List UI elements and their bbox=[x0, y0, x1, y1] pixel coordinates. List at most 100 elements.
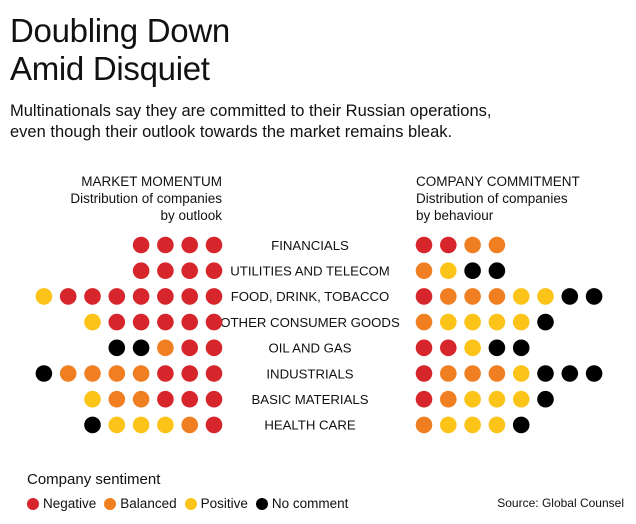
legend-item-negative: Negative bbox=[27, 496, 96, 511]
market-momentum-title: MARKET MOMENTUM bbox=[81, 174, 222, 189]
market-momentum-dot-negative bbox=[157, 262, 174, 280]
market-momentum-dot-negative bbox=[108, 288, 126, 305]
company-commitment-dot-positive bbox=[488, 416, 506, 434]
company-commitment-dot-positive bbox=[488, 390, 506, 408]
company-commitment-dot-balanced bbox=[464, 236, 481, 254]
company-commitment-dot-no-comment bbox=[512, 416, 530, 434]
category-label-oil-and-gas: OIL AND GAS bbox=[268, 341, 351, 356]
market-momentum-dot-negative bbox=[205, 339, 223, 357]
market-momentum-dot-negative bbox=[205, 288, 223, 305]
market-momentum-dot-negative bbox=[181, 339, 198, 357]
market-momentum-dot-positive bbox=[84, 390, 101, 408]
market-momentum-dot-negative bbox=[205, 390, 223, 408]
company-commitment-dot-no-comment bbox=[488, 262, 506, 280]
market-momentum-dot-negative bbox=[181, 390, 198, 408]
company-commitment-dot-negative bbox=[415, 390, 433, 408]
market-momentum-dot-negative bbox=[132, 313, 150, 331]
company-commitment-dot-positive bbox=[440, 262, 457, 280]
company-commitment-dot-no-comment bbox=[464, 262, 481, 280]
company-commitment-dot-positive bbox=[512, 365, 530, 382]
category-label-financials: FINANCIALS bbox=[271, 238, 349, 253]
market-momentum-dot-balanced bbox=[84, 365, 101, 382]
category-label-food-drink-tobacco: FOOD, DRINK, TOBACCO bbox=[231, 289, 390, 304]
market-momentum-dot-negative bbox=[205, 313, 223, 331]
company-commitment-dot-no-comment bbox=[561, 365, 579, 382]
market-momentum-dot-negative bbox=[181, 313, 198, 331]
company-commitment-dot-no-comment bbox=[537, 365, 554, 382]
legend-dot-negative bbox=[27, 497, 39, 510]
company-commitment-dot-negative bbox=[415, 339, 433, 357]
market-momentum-dot-no-comment bbox=[84, 416, 101, 434]
company-commitment-dot-positive bbox=[512, 313, 530, 331]
legend-item-balanced: Balanced bbox=[104, 496, 177, 511]
market-momentum-dot-negative bbox=[157, 365, 174, 382]
market-momentum-dot-balanced bbox=[108, 390, 126, 408]
category-label-industrials: INDUSTRIALS bbox=[266, 366, 353, 381]
company-commitment-dot-positive bbox=[464, 313, 481, 331]
category-label-other-consumer-goods: OTHER CONSUMER GOODS bbox=[220, 315, 400, 330]
market-momentum-dot-positive bbox=[157, 416, 174, 434]
market-momentum-dot-balanced bbox=[157, 339, 174, 357]
company-commitment-dot-positive bbox=[464, 390, 481, 408]
legend-title: Company sentiment bbox=[27, 471, 161, 488]
market-momentum-dot-balanced bbox=[59, 365, 77, 382]
company-commitment-desc-2: by behaviour bbox=[416, 208, 494, 223]
market-momentum-dot-positive bbox=[35, 288, 53, 305]
market-momentum-dot-negative bbox=[181, 365, 198, 382]
chart-title: Doubling Down Amid Disquiet bbox=[10, 12, 230, 88]
chart-subtitle: Multinationals say they are committed to… bbox=[10, 101, 630, 143]
market-momentum-dot-negative bbox=[132, 262, 150, 280]
legend: Negative Balanced Positive No comment bbox=[27, 496, 356, 511]
subtitle-line-1: Multinationals say they are committed to… bbox=[10, 102, 492, 120]
company-commitment-dot-no-comment bbox=[585, 288, 603, 305]
market-momentum-dot-negative bbox=[205, 262, 223, 280]
company-commitment-dot-balanced bbox=[440, 390, 457, 408]
legend-dot-no-comment bbox=[255, 497, 268, 510]
market-momentum-dot-negative bbox=[108, 313, 126, 331]
market-momentum-header: MARKET MOMENTUM Distribution of companie… bbox=[70, 173, 222, 224]
company-commitment-dot-negative bbox=[415, 365, 433, 382]
market-momentum-dot-no-comment bbox=[108, 339, 126, 357]
company-commitment-header: COMPANY COMMITMENT Distribution of compa… bbox=[416, 173, 580, 224]
market-momentum-dot-negative bbox=[157, 390, 174, 408]
company-commitment-dot-positive bbox=[512, 288, 530, 305]
legend-label-positive: Positive bbox=[200, 496, 248, 511]
company-commitment-dot-balanced bbox=[488, 365, 506, 382]
company-commitment-dot-balanced bbox=[440, 365, 457, 382]
title-line-2: Amid Disquiet bbox=[10, 50, 210, 87]
market-momentum-dot-no-comment bbox=[35, 365, 53, 382]
market-momentum-dot-negative bbox=[157, 313, 174, 331]
company-commitment-desc-1: Distribution of companies bbox=[416, 191, 568, 206]
market-momentum-dot-negative bbox=[205, 416, 223, 434]
subtitle-line-2: even though their outlook towards the ma… bbox=[10, 123, 453, 141]
company-commitment-dot-balanced bbox=[488, 236, 506, 254]
legend-label-balanced: Balanced bbox=[120, 496, 177, 511]
market-momentum-dot-negative bbox=[181, 288, 198, 305]
market-momentum-dot-negative bbox=[205, 365, 223, 382]
company-commitment-dot-positive bbox=[488, 313, 506, 331]
legend-dot-positive bbox=[184, 497, 197, 510]
company-commitment-dot-balanced bbox=[415, 262, 433, 280]
category-label-health-care: HEALTH CARE bbox=[264, 418, 356, 433]
company-commitment-dot-negative bbox=[440, 236, 457, 254]
company-commitment-dot-negative bbox=[415, 236, 433, 254]
company-commitment-dot-balanced bbox=[440, 288, 457, 305]
company-commitment-dot-balanced bbox=[464, 288, 481, 305]
company-commitment-dot-no-comment bbox=[585, 365, 603, 382]
market-momentum-desc-2: by outlook bbox=[160, 208, 222, 223]
company-commitment-dot-positive bbox=[512, 390, 530, 408]
category-label-utilities-and-telecom: UTILITIES AND TELECOM bbox=[230, 264, 390, 279]
company-commitment-dot-negative bbox=[415, 288, 433, 305]
title-line-1: Doubling Down bbox=[10, 12, 230, 49]
market-momentum-desc-1: Distribution of companies bbox=[70, 191, 222, 206]
market-momentum-dot-negative bbox=[181, 236, 198, 254]
legend-item-positive: Positive bbox=[184, 496, 248, 511]
legend-dot-balanced bbox=[104, 497, 117, 510]
market-momentum-dot-negative bbox=[59, 288, 77, 305]
company-commitment-dot-positive bbox=[537, 288, 554, 305]
market-momentum-dot-balanced bbox=[181, 416, 198, 434]
market-momentum-dot-balanced bbox=[132, 365, 150, 382]
market-momentum-dot-positive bbox=[132, 416, 150, 434]
company-commitment-dot-no-comment bbox=[488, 339, 506, 357]
